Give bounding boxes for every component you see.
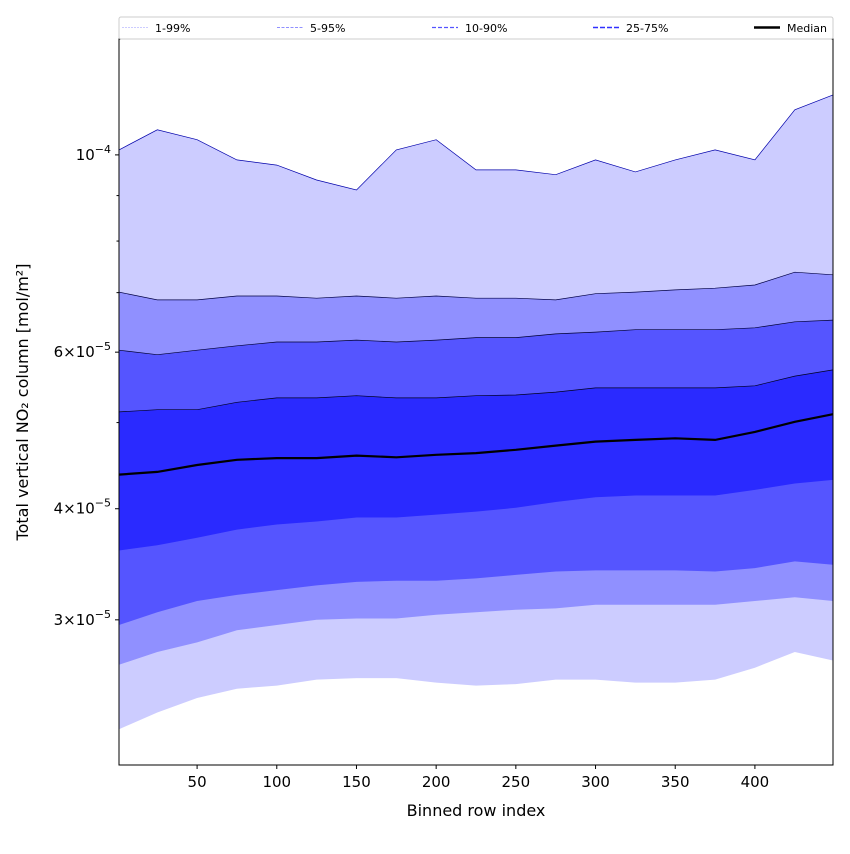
x-axis-label: Binned row index — [407, 801, 546, 820]
y-tick-label: 3×10−5 — [54, 608, 111, 629]
legend: 1-99% 5-95% 10-90% 25-75% Median — [118, 16, 834, 40]
x-tick-label: 350 — [661, 773, 690, 791]
x-tick-label: 400 — [741, 773, 770, 791]
legend-label: Median — [787, 22, 827, 35]
x-tick-label: 100 — [262, 773, 291, 791]
lines-layer — [118, 94, 834, 476]
bands-layer — [119, 94, 833, 730]
legend-label: 25-75% — [626, 22, 668, 35]
y-tick-label: 10−4 — [76, 143, 111, 164]
band-25-75% — [119, 369, 833, 551]
y-tick-label: 4×10−5 — [54, 497, 111, 518]
legend-box — [118, 16, 834, 40]
legend-label: 10-90% — [465, 22, 507, 35]
y-axis: 10−4 6×10−5 4×10−5 3×10−5 — [54, 143, 119, 629]
band-upper-line-10-90% — [118, 319, 834, 356]
band-upper-line-5-95% — [118, 271, 834, 301]
y-tick-label: 6×10−5 — [54, 340, 111, 361]
x-tick-label: 150 — [342, 773, 371, 791]
x-tick-label: 50 — [188, 773, 207, 791]
y-axis-label: Total vertical NO₂ column [mol/m²] — [13, 264, 32, 542]
legend-label: 5-95% — [310, 22, 345, 35]
x-tick-label: 200 — [422, 773, 451, 791]
band-upper-line-25-75% — [118, 369, 834, 413]
x-tick-label: 300 — [581, 773, 610, 791]
band-upper-line-1-99% — [118, 94, 834, 191]
x-axis: 50 100 150 200 250 300 350 400 — [188, 765, 770, 791]
legend-label: 1-99% — [155, 22, 190, 35]
median-line — [118, 413, 834, 476]
x-tick-label: 250 — [502, 773, 531, 791]
